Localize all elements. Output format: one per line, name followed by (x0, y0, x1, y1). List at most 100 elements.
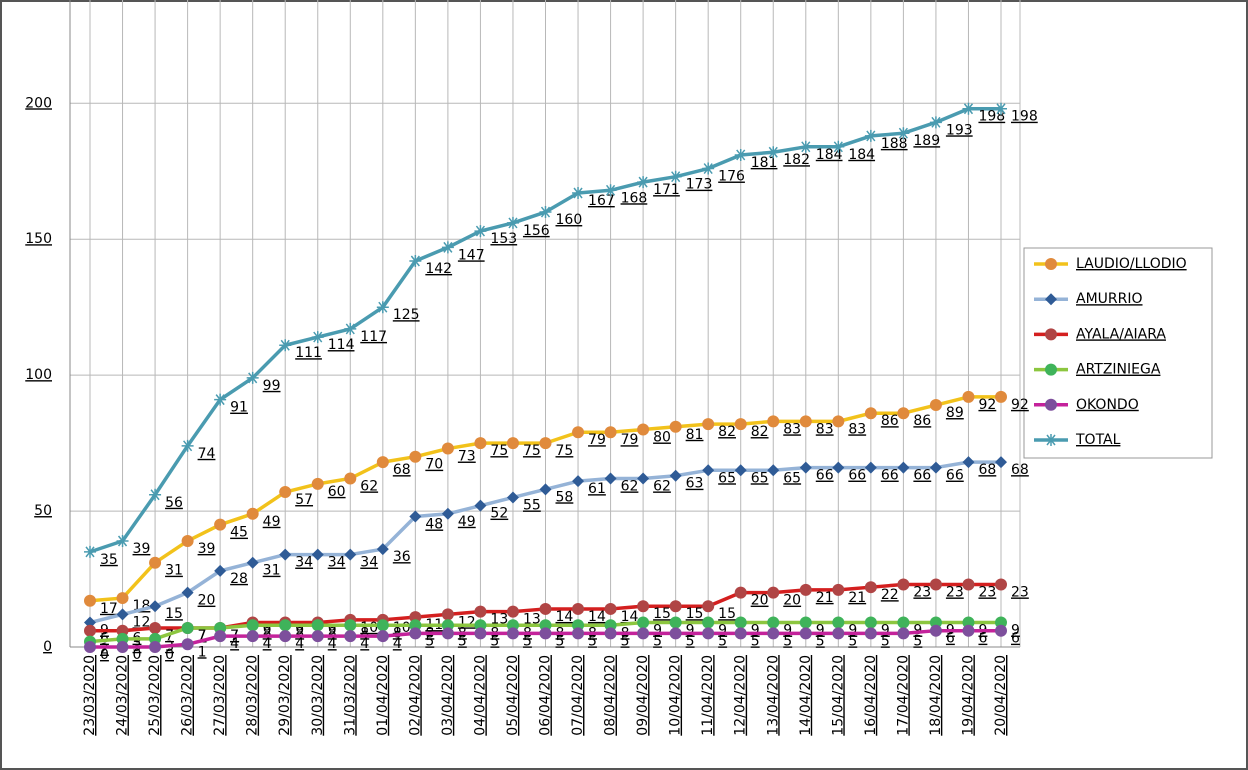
data-label: 5 (913, 633, 922, 649)
point (572, 187, 585, 200)
point (897, 407, 910, 420)
data-label: 68 (1011, 462, 1029, 478)
point (474, 437, 487, 450)
point (409, 510, 422, 523)
point (1045, 398, 1057, 411)
data-label: 5 (881, 633, 890, 649)
point (474, 605, 487, 618)
data-label: 153 (490, 231, 517, 247)
point (702, 418, 715, 431)
data-label: 5 (718, 633, 727, 649)
point (279, 339, 292, 352)
data-label: 74 (198, 446, 216, 462)
data-label: 22 (881, 587, 899, 603)
series: 35 39 56 74 91 99 111 114 117 125 142 147 153 156 160 1… (84, 102, 1038, 568)
data-label: 5 (621, 633, 630, 649)
data-label: 91 (230, 400, 248, 416)
point (962, 102, 975, 115)
point (734, 418, 747, 431)
point (116, 592, 129, 605)
legend-box (1023, 247, 1213, 459)
data-label: 189 (913, 133, 940, 149)
point (84, 545, 96, 558)
data-label: 0 (133, 647, 142, 663)
x-tick-label: 27/03/2020 (212, 655, 228, 736)
x-tick-label: 05/04/2020 (505, 655, 521, 736)
x-tick-label: 12/04/2020 (733, 655, 749, 736)
data-label: 15 (686, 606, 704, 622)
point (767, 464, 780, 477)
point (149, 488, 162, 501)
point (995, 578, 1007, 591)
data-label: 34 (328, 555, 346, 571)
point (734, 464, 747, 477)
point (1045, 258, 1057, 270)
data-label: 61 (588, 481, 606, 497)
point (572, 426, 585, 439)
data-label: 65 (783, 470, 801, 486)
point (376, 543, 389, 556)
point (864, 627, 877, 640)
point (279, 548, 292, 561)
point (832, 461, 845, 474)
data-label: 9 (783, 623, 792, 639)
data-label: 5 (848, 633, 857, 649)
data-label: 75 (523, 443, 541, 459)
data-label: 9 (328, 623, 337, 639)
x-tick-label: 14/04/2020 (798, 655, 814, 736)
point (832, 583, 845, 596)
point (637, 616, 650, 629)
data-label: 5 (653, 633, 662, 649)
data-label: 6 (1011, 631, 1020, 647)
legend-label: LAUDIO/LLODIO (1076, 256, 1187, 272)
data-label: 5 (458, 633, 467, 649)
data-label: 21 (848, 590, 866, 606)
point (799, 461, 812, 474)
point (149, 600, 162, 613)
data-label: 83 (783, 421, 801, 437)
data-label: 7 (198, 628, 207, 644)
data-label: 62 (621, 478, 639, 494)
point (311, 331, 324, 344)
data-label: 5 (816, 633, 825, 649)
y-tick-label: 100 (25, 367, 52, 383)
data-label: 49 (458, 514, 476, 530)
point (864, 461, 877, 474)
data-label: 79 (621, 432, 639, 448)
point (767, 415, 780, 428)
x-tick-label: 23/03/2020 (82, 655, 98, 736)
data-label: 5 (523, 633, 532, 649)
y-tick-label: 200 (25, 95, 52, 111)
point (181, 621, 194, 634)
x-tick-label: 08/04/2020 (603, 655, 619, 736)
data-label: 4 (295, 636, 304, 652)
point (506, 437, 519, 450)
data-label: 9 (848, 623, 857, 639)
point (637, 176, 650, 189)
point (539, 206, 552, 219)
data-label: 188 (881, 136, 908, 152)
data-label: 117 (360, 329, 387, 345)
point (572, 627, 585, 640)
data-label: 168 (621, 190, 648, 206)
point (929, 461, 942, 474)
x-tick-label: 28/03/2020 (245, 655, 261, 736)
point (702, 627, 715, 640)
point (181, 586, 194, 599)
data-label: 17 (100, 601, 118, 617)
point (409, 254, 422, 267)
point (1045, 434, 1057, 446)
point (214, 630, 227, 643)
data-label: 6 (946, 631, 955, 647)
data-label: 8 (295, 625, 304, 641)
x-tick-label: 20/04/2020 (993, 655, 1009, 736)
data-label: 14 (556, 609, 574, 625)
point (344, 630, 357, 643)
point (539, 627, 552, 640)
point (181, 534, 194, 547)
data-label: 9 (295, 623, 304, 639)
data-label: 5 (425, 633, 434, 649)
point (84, 641, 96, 653)
data-label: 156 (523, 223, 550, 239)
